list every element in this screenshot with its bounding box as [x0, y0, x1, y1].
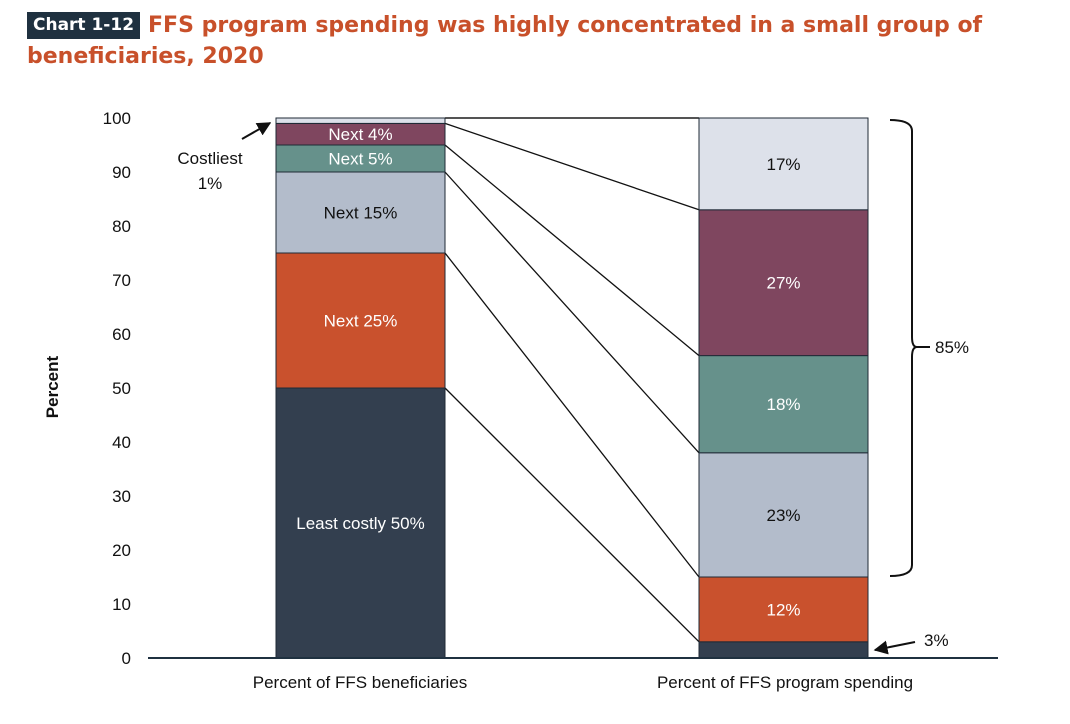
- spending-segment-6: [698, 117, 869, 211]
- costliest-label-line2: 1%: [198, 174, 223, 193]
- spending-segment-1: [698, 641, 869, 659]
- beneficiaries-segment-1: [275, 387, 446, 659]
- chart-header: Chart 1-12 FFS program spending was highl…: [27, 10, 1062, 72]
- y-tick-label: 70: [112, 271, 131, 290]
- y-tick-label: 80: [112, 217, 131, 236]
- y-axis: 0 10 20 30 40 50 60 70 80 90 100: [103, 109, 131, 668]
- connector-line: [444, 171, 700, 454]
- beneficiaries-segment-label: Next 25%: [324, 312, 398, 331]
- connector-line: [444, 387, 700, 643]
- connector-lines: [444, 117, 700, 643]
- beneficiaries-segment-label: Next 4%: [328, 125, 392, 144]
- x-label-beneficiaries: Percent of FFS beneficiaries: [253, 673, 467, 692]
- y-tick-label: 100: [103, 109, 131, 128]
- bars-group: [275, 117, 869, 659]
- connector-line: [444, 122, 700, 211]
- chart-number-badge: Chart 1-12: [27, 12, 141, 39]
- y-tick-label: 40: [112, 433, 131, 452]
- costliest-annotation: Costliest 1%: [177, 122, 272, 193]
- smallest-spending-annotation: 3%: [873, 631, 949, 655]
- connector-line: [444, 252, 700, 578]
- spending-segment-5: [698, 209, 869, 357]
- spending-segment-4: [698, 355, 869, 454]
- beneficiaries-segment-label: Least costly 50%: [296, 514, 425, 533]
- spending-segment-3: [698, 452, 869, 578]
- spending-segment-2: [698, 576, 869, 643]
- beneficiaries-segment-label: Next 5%: [328, 150, 392, 169]
- segment-labels: Least costly 50% Next 25% 12% Next 15% 23% Ne…: [296, 125, 800, 619]
- beneficiaries-segment-2: [275, 252, 446, 389]
- beneficiaries-segment-3: [275, 171, 446, 254]
- chart-title: Chart 1-12 FFS program spending was highl…: [27, 10, 1062, 72]
- bracket-shape: [889, 119, 918, 577]
- top-85-bracket: 85%: [889, 119, 969, 577]
- spending-segment-label: 17%: [766, 155, 800, 174]
- y-tick-label: 50: [112, 379, 131, 398]
- smallest-spending-label: 3%: [924, 631, 949, 650]
- beneficiaries-segment-6: [275, 117, 446, 124]
- x-label-spending: Percent of FFS program spending: [657, 673, 913, 692]
- y-tick-label: 0: [122, 649, 131, 668]
- spending-segment-label: 27%: [766, 274, 800, 293]
- y-tick-label: 10: [112, 595, 131, 614]
- costliest-arrow: [241, 122, 272, 140]
- y-tick-label: 60: [112, 325, 131, 344]
- beneficiaries-segment-label: Next 15%: [324, 204, 398, 223]
- y-tick-label: 90: [112, 163, 131, 182]
- spending-segment-label: 23%: [766, 506, 800, 525]
- spending-segment-label: 12%: [766, 600, 800, 619]
- costliest-label-line1: Costliest: [177, 149, 242, 168]
- smallest-spending-arrow: [873, 640, 916, 655]
- chart-title-text: FFS program spending was highly concentr…: [27, 13, 983, 69]
- beneficiaries-segment-4: [275, 144, 446, 173]
- y-tick-label: 20: [112, 541, 131, 560]
- y-tick-label: 30: [112, 487, 131, 506]
- y-axis-label: Percent: [43, 355, 62, 418]
- bracket-label: 85%: [935, 338, 969, 357]
- connector-line: [444, 144, 700, 357]
- spending-segment-label: 18%: [766, 395, 800, 414]
